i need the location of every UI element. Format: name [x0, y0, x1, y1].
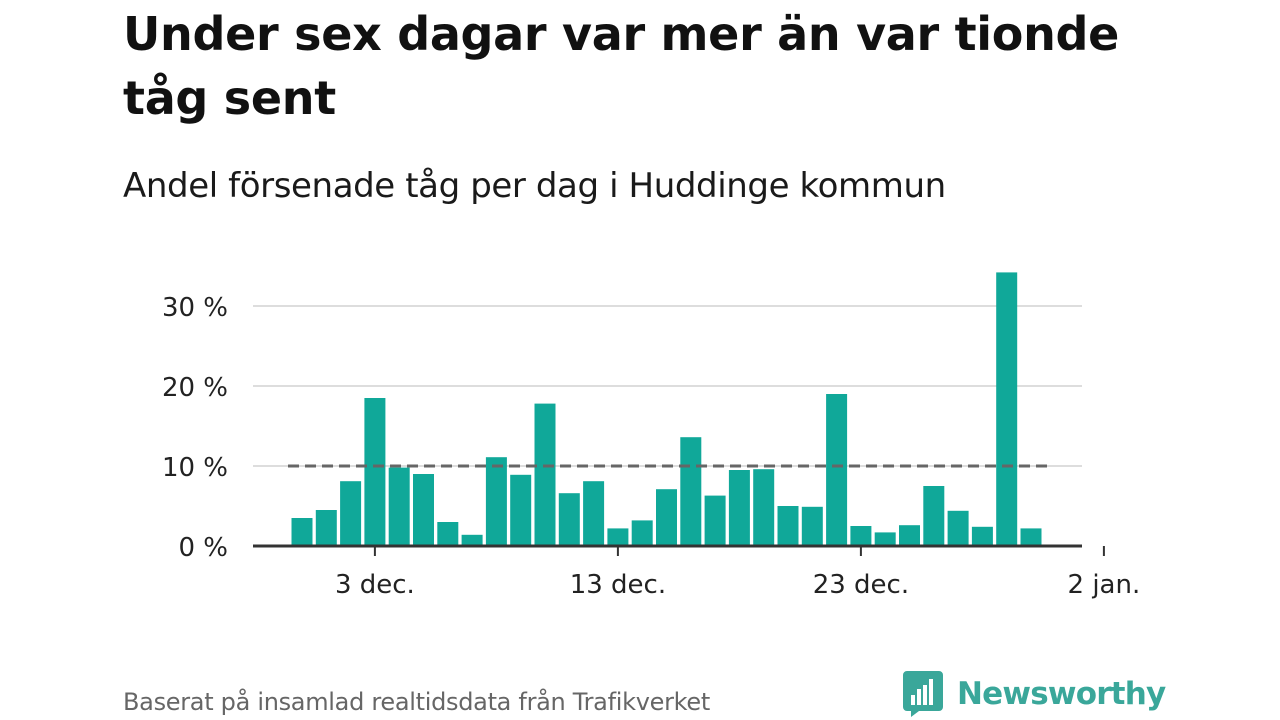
- bar: [291, 518, 313, 546]
- bar: [631, 520, 653, 546]
- bar: [874, 532, 896, 546]
- bar: [899, 525, 920, 546]
- bar: [850, 526, 872, 546]
- bar: [583, 481, 605, 546]
- x-tick-label: 13 dec.: [570, 570, 666, 600]
- bar: [753, 469, 775, 546]
- bar: [777, 506, 799, 546]
- bar: [728, 470, 750, 546]
- bar: [413, 474, 434, 546]
- bar: [656, 489, 677, 546]
- bar: [364, 398, 386, 546]
- chart-title: Under sex dagar var mer än var tionde tå…: [123, 7, 1120, 125]
- bar: [437, 522, 459, 546]
- source-note: Baserat på insamlad realtidsdata från Tr…: [123, 688, 710, 716]
- bar: [315, 510, 337, 546]
- bar: [826, 394, 848, 546]
- y-axis-ticks: 0 % 10 % 20 % 30 %: [162, 293, 228, 563]
- x-tick-label: 23 dec.: [813, 570, 909, 600]
- bar: [947, 510, 969, 546]
- bar: [923, 486, 945, 546]
- chart-subtitle: Andel försenade tåg per dag i Huddinge k…: [123, 166, 946, 206]
- y-tick-label: 30 %: [162, 293, 228, 323]
- y-tick-label: 10 %: [162, 453, 228, 483]
- x-tick-label: 3 dec.: [335, 570, 415, 600]
- bar: [801, 506, 823, 546]
- brand-logo[interactable]: Newsworthy: [903, 670, 1166, 718]
- bar: [607, 528, 629, 546]
- bar-chart-logo-icon: [903, 671, 943, 717]
- bar: [534, 403, 556, 546]
- bar: [388, 467, 410, 546]
- bar: [1020, 528, 1042, 546]
- bar: [558, 493, 580, 546]
- bar: [680, 437, 702, 546]
- bar: [461, 534, 483, 546]
- bars: [291, 272, 1042, 546]
- y-tick-label: 20 %: [162, 373, 228, 403]
- x-tick-label: 2 jan.: [1068, 570, 1141, 600]
- bar: [485, 457, 507, 546]
- x-axis: 3 dec. 13 dec. 23 dec. 2 jan.: [253, 544, 1141, 600]
- y-tick-label: 0 %: [178, 533, 228, 563]
- bar: [971, 526, 993, 546]
- brand-name: Newsworthy: [957, 676, 1166, 712]
- bar: [510, 474, 532, 546]
- bar: [996, 272, 1018, 546]
- bar: [704, 495, 726, 546]
- bar: [340, 481, 362, 546]
